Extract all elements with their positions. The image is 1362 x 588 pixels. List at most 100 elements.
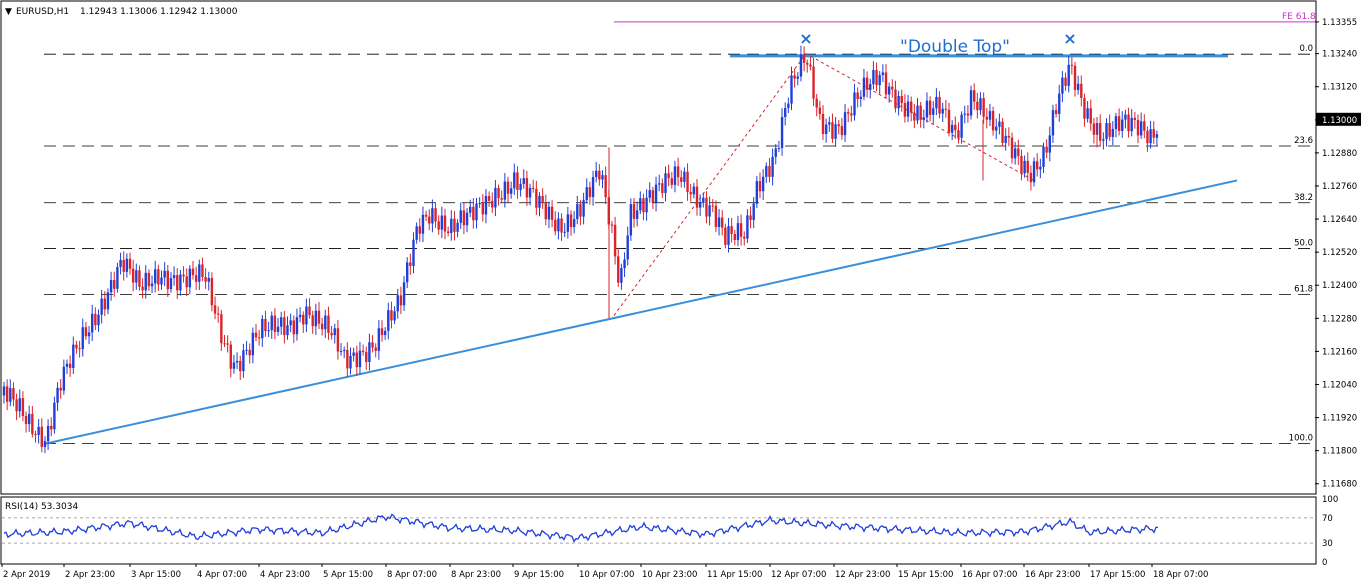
- bear-candle: [302, 314, 305, 325]
- rsi-tick-label: 100: [1322, 495, 1338, 505]
- x-tick-label: 8 Apr 23:00: [451, 570, 501, 580]
- x-tick-label: 15 Apr 15:00: [898, 570, 953, 580]
- fib-label: 50.0: [1294, 239, 1313, 249]
- bull-candle: [358, 350, 362, 368]
- bull-candle: [469, 206, 472, 213]
- bear-candle: [850, 113, 853, 116]
- bull-candle: [629, 204, 633, 236]
- bull-candle: [774, 148, 777, 157]
- y-tick-label: 1.11680: [1322, 480, 1357, 490]
- bull-candle: [72, 344, 75, 369]
- bull-candle: [198, 264, 201, 282]
- bear-candle: [1010, 137, 1014, 159]
- bear-candle: [497, 187, 500, 199]
- bear-candle: [1007, 135, 1011, 138]
- bear-candle: [229, 344, 232, 369]
- bear-candle: [613, 224, 617, 257]
- bull-candle: [1048, 135, 1051, 153]
- bull-candle: [799, 54, 803, 77]
- bear-candle: [532, 188, 535, 190]
- bull-candle: [169, 278, 173, 290]
- bull-candle: [683, 171, 686, 182]
- bull-candle: [251, 332, 255, 356]
- x-tick-label: 4 Apr 23:00: [260, 570, 310, 580]
- bull-candle: [1004, 135, 1007, 143]
- bull-candle: [18, 398, 21, 412]
- bull-candle: [572, 219, 576, 228]
- x-tick-label: 18 Apr 07:00: [1153, 570, 1208, 580]
- bull-candle: [43, 441, 47, 447]
- bear-candle: [588, 187, 592, 198]
- bear-candle: [213, 305, 217, 314]
- rsi-tick-label: 30: [1322, 539, 1333, 549]
- bear-candle: [446, 231, 450, 233]
- x-tick-label: 11 Apr 15:00: [707, 570, 762, 580]
- fib-label: 0.0: [1299, 44, 1313, 54]
- bull-candle: [53, 402, 56, 430]
- bull-candle: [591, 177, 595, 198]
- bull-candle: [853, 92, 856, 116]
- x-tick-label: 17 Apr 15:00: [1090, 570, 1145, 580]
- bear-candle: [632, 204, 636, 219]
- bear-candle: [793, 75, 796, 79]
- bull-candle: [456, 222, 459, 232]
- bull-candle: [1076, 83, 1080, 90]
- y-tick-label: 1.13120: [1322, 83, 1357, 93]
- bear-candle: [437, 221, 440, 230]
- bull-candle: [872, 69, 875, 85]
- bear-candle: [579, 204, 582, 217]
- rsi-tick-label: 70: [1322, 514, 1333, 524]
- bull-candle: [755, 181, 759, 204]
- bull-candle: [547, 206, 551, 220]
- y-tick-label: 1.12640: [1322, 215, 1357, 225]
- bull-candle: [431, 208, 434, 224]
- bear-candle: [418, 226, 421, 234]
- bear-candle: [506, 181, 510, 194]
- bull-candle: [932, 108, 935, 115]
- bear-candle: [78, 348, 81, 350]
- fib-label: 38.2: [1294, 193, 1313, 203]
- bear-candle: [257, 337, 261, 339]
- bull-candle: [1032, 161, 1036, 183]
- bull-candle: [1105, 123, 1108, 140]
- bear-candle: [122, 259, 125, 272]
- bull-candle: [475, 203, 478, 221]
- y-tick-label: 1.12880: [1322, 149, 1357, 159]
- bear-candle: [544, 203, 547, 220]
- bear-candle: [204, 276, 207, 282]
- bear-candle: [1143, 121, 1146, 131]
- bear-candle: [138, 270, 141, 287]
- bull-candle: [125, 258, 129, 272]
- bear-candle: [721, 217, 724, 228]
- x-tick-label: 4 Apr 07:00: [197, 570, 247, 580]
- y-tick-label: 1.11920: [1322, 414, 1357, 424]
- bull-candle: [245, 349, 248, 351]
- bull-candle: [160, 277, 163, 285]
- bull-candle: [440, 215, 444, 230]
- bull-candle: [1042, 146, 1045, 167]
- bear-candle: [182, 274, 185, 277]
- bear-candle: [1029, 172, 1033, 183]
- bull-candle: [1051, 110, 1055, 136]
- bull-candle: [576, 204, 579, 220]
- bear-candle: [569, 214, 573, 228]
- bull-candle: [1130, 117, 1133, 132]
- bear-candle: [226, 343, 229, 345]
- symbol-dropdown-icon[interactable]: ▼: [5, 7, 12, 17]
- bull-candle: [702, 197, 705, 203]
- x-tick-label: 3 Apr 15:00: [131, 570, 181, 580]
- bull-candle: [387, 310, 390, 331]
- bull-candle: [635, 210, 639, 219]
- double-top-x-icon: ×: [799, 29, 812, 48]
- bear-candle: [1117, 116, 1121, 131]
- bull-candle: [484, 195, 488, 215]
- x-tick-label: 2 Apr 23:00: [65, 570, 115, 580]
- bull-candle: [623, 259, 626, 269]
- bear-candle: [453, 218, 456, 232]
- bear-candle: [390, 310, 393, 321]
- bear-candle: [642, 198, 645, 213]
- bear-candle: [434, 208, 437, 222]
- bull-candle: [415, 226, 418, 240]
- bull-candle: [289, 320, 292, 326]
